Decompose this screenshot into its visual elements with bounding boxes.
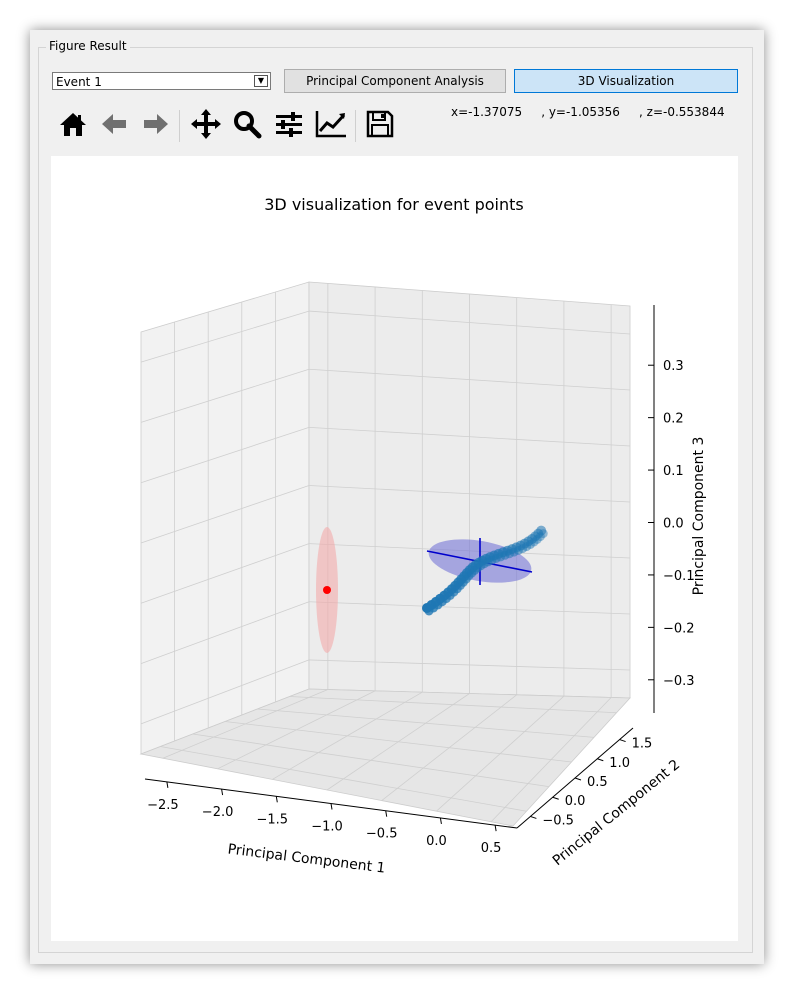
z-tick-label: −0.3 bbox=[663, 674, 695, 689]
y-tick bbox=[530, 815, 537, 819]
grid-line bbox=[192, 733, 550, 788]
y-tick bbox=[552, 796, 559, 800]
axis-ticks: −2.5 −2.0 −1.5 −1.0 −0.5 0.0 0.5−0.50.00.51.01… bbox=[147, 359, 694, 856]
cursor-coordinates: x=-1.37075 , y=-1.05356 , z=-0.553844 bbox=[451, 105, 725, 119]
grid-lines bbox=[140, 283, 631, 823]
x-tick-label: −2.0 bbox=[202, 805, 234, 820]
x-tick bbox=[330, 803, 333, 810]
z-tick-label: 0.3 bbox=[663, 359, 684, 374]
scatter-point bbox=[536, 525, 547, 536]
grid-line bbox=[224, 721, 572, 763]
x-tick-label: 0.0 bbox=[426, 834, 447, 849]
toolbar-separator bbox=[179, 110, 180, 142]
coord-x: x=-1.37075 bbox=[451, 105, 523, 119]
y-tick-label: 0.5 bbox=[587, 775, 608, 790]
y-tick-label: 0.0 bbox=[565, 794, 586, 809]
pca-button[interactable]: Principal Component Analysis bbox=[284, 69, 506, 93]
forward-arrow-icon[interactable] bbox=[139, 106, 173, 142]
scatter-point bbox=[538, 529, 548, 539]
group-title: Figure Result bbox=[46, 39, 130, 53]
x-tick bbox=[385, 810, 388, 817]
grid-line bbox=[140, 659, 310, 725]
pane-left bbox=[140, 281, 310, 755]
pan-move-icon[interactable] bbox=[189, 106, 223, 142]
y-tick bbox=[619, 739, 626, 743]
data-points bbox=[323, 525, 548, 616]
y-tick bbox=[574, 777, 582, 781]
plot-canvas[interactable]: −2.5 −2.0 −1.5 −1.0 −0.5 0.0 0.5 −0.5 0.0 0.5 1.0 1… bbox=[51, 156, 738, 941]
z-tick-label: −0.2 bbox=[663, 621, 695, 636]
figure-result-groupbox bbox=[38, 47, 753, 953]
x-tick-label: −0.5 bbox=[366, 827, 398, 842]
grid-line bbox=[140, 368, 310, 423]
grid-line bbox=[257, 708, 595, 738]
event-select-value: Event 1 bbox=[56, 75, 102, 89]
x-tick bbox=[439, 817, 442, 824]
x-tick bbox=[166, 781, 169, 788]
x-tick bbox=[494, 825, 497, 832]
grid-line bbox=[140, 601, 310, 664]
edit-axis-icon[interactable] bbox=[314, 106, 348, 142]
event-select[interactable]: Event 1 ▼ bbox=[52, 72, 271, 90]
y-tick bbox=[597, 758, 604, 762]
pane-floor bbox=[139, 688, 631, 827]
grid-line bbox=[140, 426, 310, 484]
grid-line bbox=[140, 543, 310, 604]
coord-y: , y=-1.05356 bbox=[541, 105, 620, 119]
y-tick-label: 1.5 bbox=[632, 737, 653, 752]
z-axis-label: Principal Component 3 bbox=[691, 437, 707, 596]
configure-subplots-icon[interactable] bbox=[272, 106, 306, 142]
grid-line bbox=[140, 310, 310, 363]
save-floppy-icon[interactable] bbox=[363, 106, 397, 142]
x-tick-label: −1.5 bbox=[257, 812, 289, 827]
z-tick-label: 0.1 bbox=[663, 464, 684, 479]
grid-line bbox=[289, 696, 617, 714]
coord-z: , z=-0.553844 bbox=[639, 105, 725, 119]
x-tick bbox=[221, 789, 224, 796]
y-tick-label: 1.0 bbox=[609, 756, 630, 771]
figure-result-window: Figure Result Event 1 ▼ Principal Compon… bbox=[30, 30, 764, 964]
grid-line bbox=[160, 746, 527, 812]
chart-title: 3D visualization for event points bbox=[264, 195, 524, 214]
home-icon[interactable] bbox=[56, 106, 90, 142]
z-tick-label: −0.1 bbox=[663, 569, 695, 584]
back-arrow-icon[interactable] bbox=[97, 106, 131, 142]
grid-line bbox=[140, 485, 310, 544]
x-tick-label: −2.5 bbox=[147, 798, 179, 813]
toolbar-separator bbox=[355, 110, 356, 142]
y-tick-label: −0.5 bbox=[542, 813, 574, 828]
chevron-down-icon[interactable]: ▼ bbox=[254, 75, 268, 87]
zoom-magnifier-icon[interactable] bbox=[230, 106, 264, 142]
z-tick-label: 0.0 bbox=[663, 517, 684, 532]
x-axis-label: Principal Component 1 bbox=[227, 841, 387, 876]
3d-visualization-button[interactable]: 3D Visualization bbox=[514, 69, 738, 93]
x-tick-label: −1.0 bbox=[311, 820, 343, 835]
red-centroid-point bbox=[323, 586, 331, 594]
3d-chart: −2.5 −2.0 −1.5 −1.0 −0.5 0.0 0.5−0.50.00.51.01… bbox=[139, 195, 707, 877]
x-tick bbox=[275, 796, 278, 803]
z-tick-label: 0.2 bbox=[663, 412, 684, 427]
x-tick-label: 0.5 bbox=[481, 841, 502, 856]
